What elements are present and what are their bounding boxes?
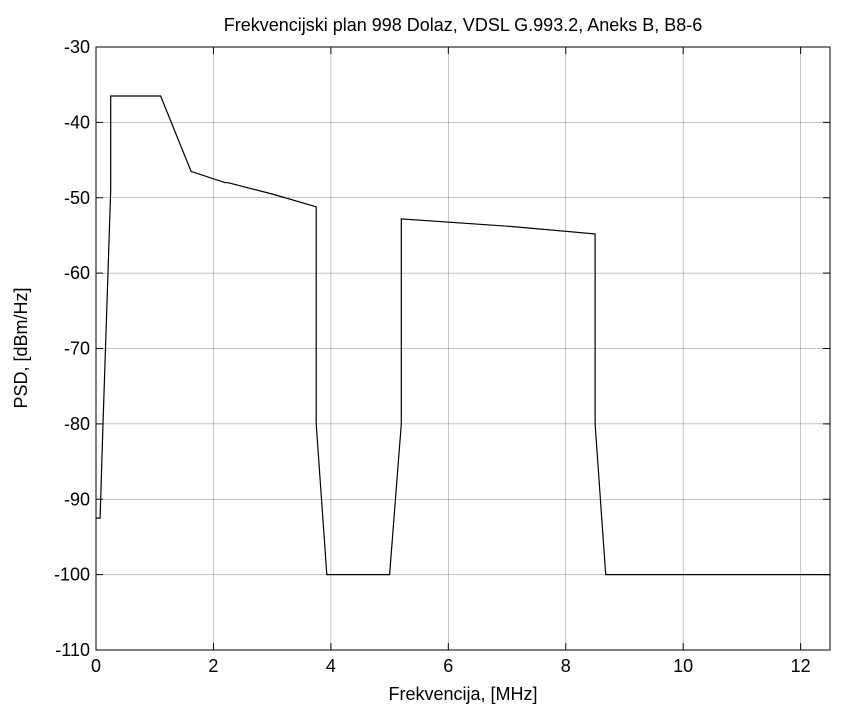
chart-title: Frekvencijski plan 998 Dolaz, VDSL G.993…: [224, 15, 703, 35]
x-tick-label: 10: [673, 656, 693, 676]
y-tick-label: -60: [64, 263, 90, 283]
y-tick-label: -100: [54, 565, 90, 585]
x-tick-label: 0: [91, 656, 101, 676]
x-tick-label: 6: [443, 656, 453, 676]
psd-series-line: [96, 95, 830, 576]
x-tick-label: 8: [561, 656, 571, 676]
y-tick-label: -110: [55, 640, 90, 660]
y-tick-label: -80: [64, 414, 90, 434]
series-layer: [96, 95, 830, 576]
y-tick-label: -30: [64, 37, 90, 57]
y-tick-label: -50: [64, 188, 90, 208]
x-tick-label: 2: [208, 656, 218, 676]
x-axis-label: Frekvencija, [MHz]: [388, 684, 537, 704]
x-tick-label: 4: [326, 656, 336, 676]
y-tick-label: -90: [64, 489, 90, 509]
y-axis-label: PSD, [dBm/Hz]: [11, 287, 31, 408]
axis-ticks: 0 2 4 6 8 10 12 -110 -100 -90 -80 -70 -60 -50 -40 -30: [54, 37, 830, 676]
y-tick-label: -70: [64, 339, 90, 359]
y-tick-label: -40: [64, 112, 90, 132]
plot-area: [96, 47, 830, 650]
x-tick-label: 12: [791, 656, 811, 676]
